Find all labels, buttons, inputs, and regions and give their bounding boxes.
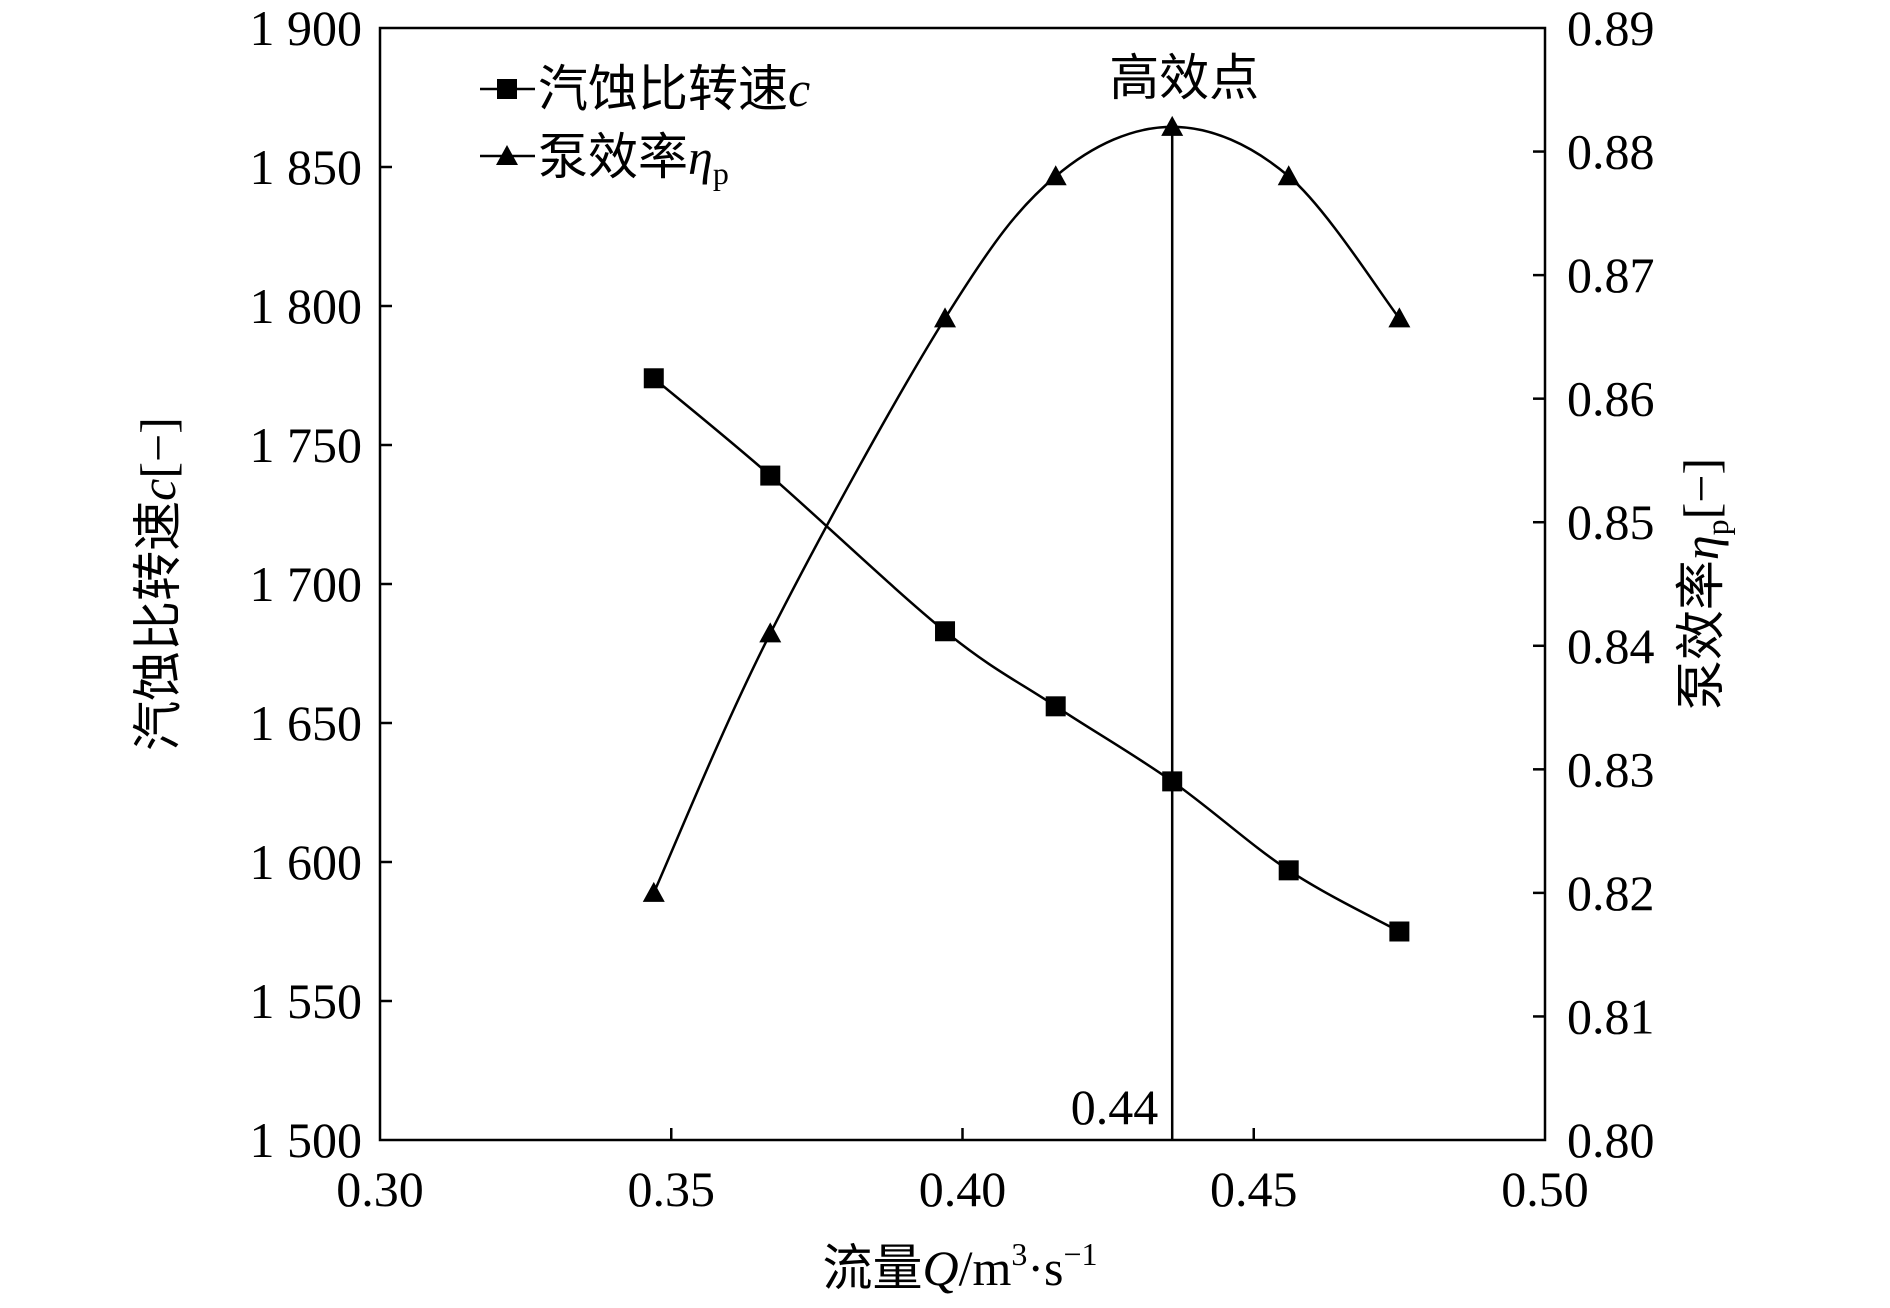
legend-marker-triangle: [496, 145, 518, 165]
y-right-tick-label: 0.86: [1567, 371, 1655, 427]
data-point-triangle: [1388, 307, 1411, 328]
x-tick-label: 0.35: [628, 1161, 716, 1217]
legend-label-c: 汽蚀比转速c: [538, 61, 810, 117]
legend-eta-sub: p: [713, 155, 729, 191]
y-right-label-var: η: [1673, 535, 1729, 560]
legend-marker-square: [497, 79, 517, 99]
y-left-axis-label: 汽蚀比转速c[−]: [130, 417, 186, 751]
x-tick-label: 0.30: [336, 1161, 424, 1217]
legend-eta-var: η: [688, 129, 713, 185]
data-point-square: [1389, 921, 1410, 942]
series-line-triangle: [652, 125, 1401, 894]
y-right-label-text: 泵效率: [1673, 560, 1729, 710]
legend: 汽蚀比转速c 泵效率ηp: [480, 61, 810, 191]
peak-label: 高效点: [1109, 50, 1259, 106]
y-right-tick-label: 0.84: [1567, 618, 1655, 674]
y-right-label-unit: [−]: [1673, 458, 1729, 520]
x-label-mid: ·s: [1027, 1240, 1063, 1296]
data-point-square: [760, 465, 781, 486]
data-point-triangle: [1044, 165, 1067, 186]
data-point-triangle: [934, 307, 957, 328]
x-tick-label: 0.45: [1210, 1161, 1298, 1217]
y-left-tick-label: 1 750: [250, 417, 363, 473]
y-left-label-text: 汽蚀比转速: [130, 501, 186, 751]
y-right-tick-label: 0.82: [1567, 865, 1655, 921]
y-left-tick-label: 1 800: [250, 278, 363, 334]
y-right-tick-label: 0.83: [1567, 741, 1655, 797]
y-left-tick-label: 1 550: [250, 973, 363, 1029]
peak-value-label: 0.44: [1071, 1079, 1159, 1135]
plot-frame: [378, 26, 1547, 1142]
y-left-axis-ticks: 1 500 1 550 1 600 1 650 1 700 1 750 1 800 1 850…: [250, 0, 392, 1168]
y-left-tick-label: 1 650: [250, 695, 363, 751]
y-left-tick-label: 1 600: [250, 834, 363, 890]
y-right-label-sub: p: [1699, 519, 1735, 535]
y-right-tick-label: 0.85: [1567, 494, 1655, 550]
y-right-tick-label: 0.89: [1567, 0, 1655, 56]
y-left-label-var: c: [130, 479, 186, 501]
series-group: [642, 115, 1411, 942]
x-tick-label: 0.50: [1501, 1161, 1589, 1217]
legend-label-eta: 泵效率ηp: [538, 129, 729, 191]
data-point-triangle: [1161, 115, 1184, 136]
y-right-tick-label: 0.87: [1567, 247, 1655, 303]
y-left-tick-label: 1 900: [250, 0, 363, 56]
x-axis-ticks: 0.30 0.35 0.40 0.45 0.50: [336, 1128, 1589, 1217]
data-point-triangle: [1277, 165, 1300, 186]
y-left-tick-label: 1 700: [250, 556, 363, 612]
y-left-tick-label: 1 850: [250, 139, 363, 195]
data-point-square: [935, 621, 956, 642]
x-label-unit: /m: [959, 1240, 1012, 1296]
x-label-sup1: 3: [1011, 1236, 1027, 1272]
data-point-triangle: [642, 881, 665, 902]
x-label-var: Q: [922, 1240, 958, 1296]
legend-c-text: 汽蚀比转速: [538, 61, 788, 117]
x-tick-label: 0.40: [919, 1161, 1007, 1217]
y-right-tick-label: 0.88: [1567, 124, 1655, 180]
data-point-square: [643, 368, 664, 389]
y-left-tick-label: 1 500: [250, 1112, 363, 1168]
data-point-triangle: [759, 622, 782, 643]
data-point-square: [1045, 696, 1066, 717]
y-right-axis-ticks: 0.80 0.81 0.82 0.83 0.84 0.85 0.86 0.87 0.88 0.89: [1533, 0, 1655, 1168]
x-axis-label: 流量Q/m3·s−1: [822, 1236, 1097, 1296]
x-label-prefix: 流量: [822, 1240, 922, 1296]
data-point-square: [1278, 860, 1299, 881]
y-right-tick-label: 0.80: [1567, 1112, 1655, 1168]
legend-c-var: c: [788, 61, 810, 117]
y-left-label-unit: [−]: [130, 417, 186, 479]
x-label-sup2: −1: [1063, 1236, 1097, 1272]
y-right-tick-label: 0.81: [1567, 988, 1655, 1044]
legend-eta-text: 泵效率: [538, 129, 688, 185]
series-line-square: [652, 377, 1400, 933]
y-right-axis-label: 泵效率ηp[−]: [1673, 458, 1735, 710]
